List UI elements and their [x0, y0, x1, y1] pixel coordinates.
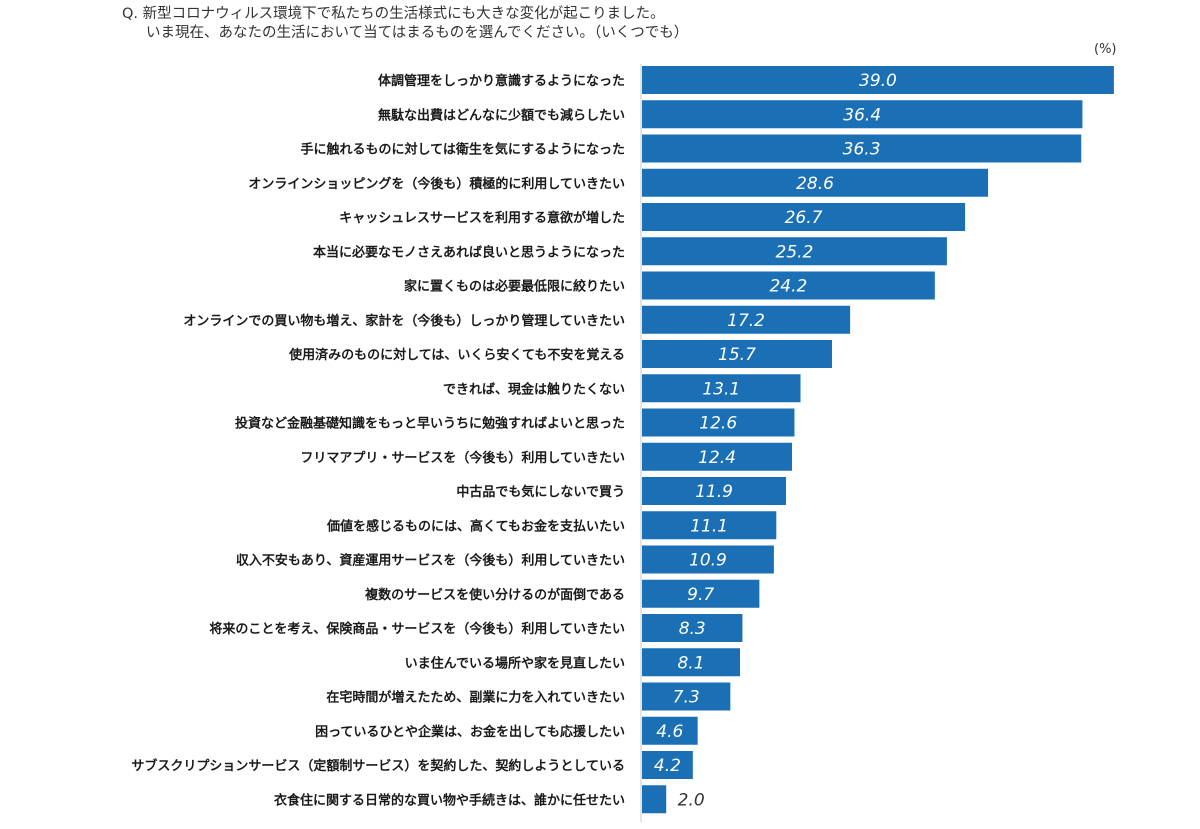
category-label: 将来のことを考え、保険商品・サービスを（今後も）利用していきたい — [209, 621, 625, 637]
bar — [642, 579, 760, 608]
category-label: いま住んでいる場所や家を見直したい — [405, 655, 625, 671]
category-label: 在宅時間が増えたため、副業に力を入れていきたい — [326, 690, 625, 706]
category-label: キャッシュレスサービスを利用する意欲が増した — [339, 210, 625, 226]
bar — [642, 682, 731, 711]
bar — [642, 751, 693, 779]
bar — [642, 477, 786, 505]
value-label: 7.3 — [673, 688, 700, 708]
value-label: 2.0 — [678, 790, 705, 810]
bar — [642, 168, 989, 197]
value-label: 11.1 — [690, 516, 728, 536]
bar — [642, 614, 743, 642]
bar — [642, 785, 667, 814]
bar — [642, 511, 777, 540]
value-label: 25.2 — [776, 242, 814, 262]
category-label: 複数のサービスを使い分けるのが面倒である — [364, 587, 625, 603]
category-label: 本当に必要なモノさえあれば良いと思うようになった — [313, 244, 625, 260]
value-label: 4.2 — [654, 756, 681, 776]
value-label: 28.6 — [796, 174, 834, 194]
unit-label: (%) — [1094, 42, 1117, 57]
value-label: 12.6 — [699, 414, 737, 434]
category-label: できれば、現金は触りたくない — [443, 381, 625, 397]
bar-group: 体調管理をしっかり意識するようになった 39.0 無駄な出費はどんなに少額でも減らし… — [131, 66, 1114, 814]
bar — [642, 716, 698, 745]
bar — [642, 100, 1083, 129]
value-label: 36.3 — [843, 140, 881, 160]
bar — [642, 134, 1082, 163]
category-label: オンラインショッピングを（今後も）積極的に利用していきたい — [248, 176, 625, 192]
value-label: 13.1 — [702, 379, 740, 399]
bar — [642, 305, 851, 334]
category-label: 収入不安もあり、資産運用サービスを（今後も）利用していきたい — [236, 553, 625, 569]
value-label: 4.6 — [656, 722, 683, 742]
category-label: 手に触れるものに対しては衛生を気にするようになった — [301, 142, 625, 158]
category-label: 体調管理をしっかり意識するようになった — [378, 73, 625, 89]
value-label: 17.2 — [727, 311, 765, 331]
value-label: 8.1 — [677, 653, 704, 673]
question-line-2: いま現在、あなたの生活において当てはまるものを選んでください。（いくつでも） — [146, 25, 689, 41]
value-label: 9.7 — [687, 585, 714, 605]
category-label: オンラインでの買い物も増え、家計を（今後も）しっかり管理していきたい — [183, 313, 625, 329]
bar — [642, 442, 793, 471]
value-label: 12.4 — [698, 448, 736, 468]
category-label: 無駄な出費はどんなに少額でも減らしたい — [378, 107, 625, 123]
bar — [642, 545, 774, 574]
category-label: 困っているひとや企業は、お金を出しても応援したい — [315, 724, 625, 740]
category-label: 衣食住に関する日常的な買い物や手続きは、誰かに任せたい — [274, 792, 625, 808]
bar — [642, 66, 1114, 94]
value-label: 11.9 — [695, 482, 733, 502]
bar — [642, 374, 801, 403]
category-label: サブスクリプションサービス（定額制サービス）を契約した、契約しようとしている — [131, 758, 625, 774]
value-label: 24.2 — [769, 277, 807, 297]
category-label: 価値を感じるものには、高くてもお金を支払いたい — [326, 518, 625, 534]
bar — [642, 648, 741, 677]
value-label: 10.9 — [689, 551, 727, 571]
bar — [642, 408, 795, 437]
value-label: 36.4 — [843, 105, 881, 125]
bar — [642, 203, 966, 231]
bar — [642, 237, 947, 266]
bar — [642, 340, 832, 368]
category-label: 投資など金融基礎知識をもっと早いうちに勉強すればよいと思った — [235, 416, 625, 432]
value-label: 15.7 — [718, 345, 756, 365]
question-line-1: Q. 新型コロナウィルス環境下で私たちの生活様式にも大きな変化が起こりました。 — [122, 6, 665, 22]
value-label: 26.7 — [785, 208, 823, 228]
value-label: 8.3 — [679, 619, 706, 639]
category-label: 使用済みのものに対しては、いくら安くても不安を覚える — [288, 347, 625, 363]
category-label: 家に置くものは必要最低限に絞りたい — [404, 279, 625, 295]
bar — [642, 271, 935, 300]
category-label: 中古品でも気にしないで買う — [456, 484, 625, 500]
value-label: 39.0 — [859, 71, 897, 91]
category-label: フリマアプリ・サービスを（今後も）利用していきたい — [300, 450, 625, 466]
